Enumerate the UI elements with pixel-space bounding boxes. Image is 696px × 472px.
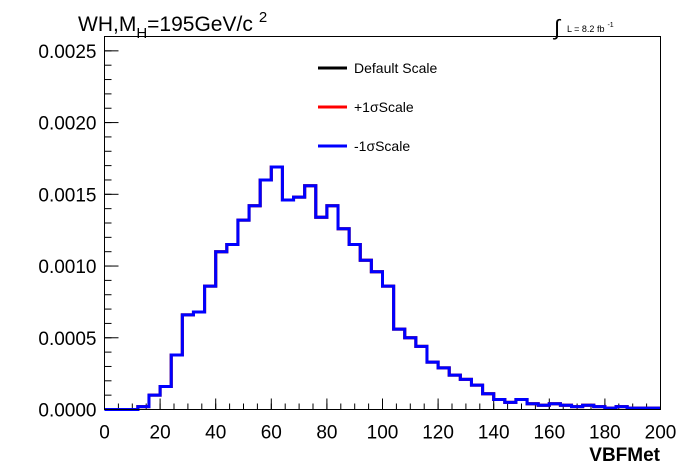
y-tick-label: 0.0020 [38, 114, 96, 135]
y-tick-label: 0.0010 [38, 257, 96, 278]
x-axis-title: VBFMet [589, 445, 660, 466]
x-tick-label: 180 [589, 423, 621, 444]
x-tick-label: 160 [533, 423, 565, 444]
y-tick-label: 0.0015 [38, 185, 96, 206]
legend-label: Default Scale [354, 60, 437, 76]
chart-title: WH,MH=195GeV/c 2 [78, 9, 267, 42]
plot-frame [104, 36, 661, 410]
title-prefix: WH,M [78, 13, 136, 36]
series-line-1 [104, 165, 661, 411]
legend-label: -1σScale [354, 138, 410, 154]
x-tick-label: 20 [150, 423, 171, 444]
lumi-text: L = 8.2 fb [567, 24, 604, 34]
x-tick-label: 140 [478, 423, 510, 444]
title-subscript: H [136, 25, 147, 42]
legend-label: +1σScale [354, 99, 414, 115]
title-value: =195GeV/c [147, 13, 253, 36]
series-line-0 [104, 165, 661, 411]
x-tick-label: 100 [367, 423, 399, 444]
lumi-superscript: -1 [607, 22, 613, 29]
x-tick-label: 60 [261, 423, 282, 444]
y-tick-label: 0.0025 [38, 42, 96, 63]
lumi-integral-sign: ∫ [552, 15, 562, 40]
histogram-series [104, 165, 661, 411]
x-tick-label: 80 [316, 423, 337, 444]
series-line-2 [104, 165, 661, 411]
y-tick-label: 0.0000 [38, 401, 96, 422]
x-axis-ticks: 0 20 40 60 80 100 120 140 160 180 200 [99, 398, 677, 444]
legend: Default Scale +1σScale -1σScale [318, 60, 437, 154]
y-axis-ticks: 0.0000 0.0005 0.0010 0.0015 0.0020 0.0025 [38, 36, 119, 422]
y-tick-label: 0.0005 [38, 329, 96, 350]
x-tick-label: 120 [422, 423, 454, 444]
title-superscript: 2 [259, 9, 267, 26]
x-tick-label: 0 [99, 423, 110, 444]
x-tick-label: 200 [645, 423, 677, 444]
x-tick-label: 40 [205, 423, 226, 444]
lumi-label: L = 8.2 fb -1 [567, 22, 614, 34]
